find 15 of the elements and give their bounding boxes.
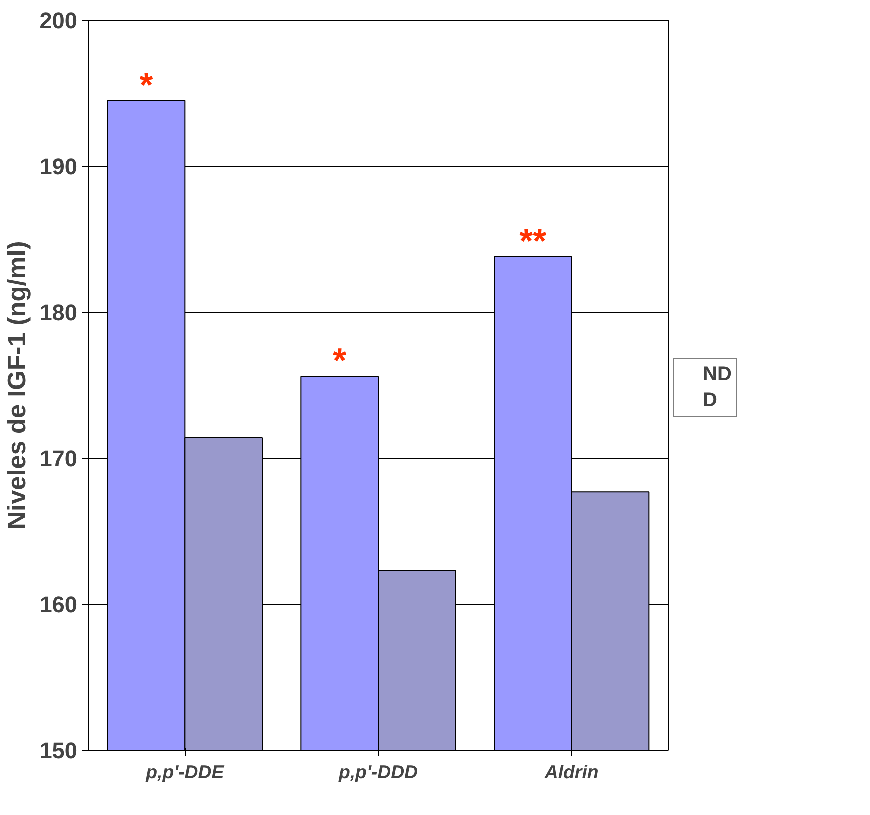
text: D <box>703 389 718 412</box>
y-tick-label: 150 <box>40 738 78 764</box>
x-tick-label: p,p'-DDD <box>338 762 418 782</box>
annotation: * <box>140 66 154 105</box>
annotation: ** <box>520 223 548 262</box>
y-tick-label: 180 <box>40 300 78 326</box>
text: ND <box>703 363 732 386</box>
y-tick-label: 200 <box>40 8 78 34</box>
x-tick-label: p,p'-DDE <box>145 762 225 782</box>
y-tick-label: 160 <box>40 592 78 618</box>
x-tick-label: Aldrin <box>544 762 599 782</box>
y-axis-title: Niveles de IGF-1 (ng/ml) <box>4 241 32 530</box>
annotation: * <box>333 342 348 381</box>
y-tick-label: 190 <box>40 154 78 180</box>
y-tick-label: 170 <box>40 446 78 472</box>
